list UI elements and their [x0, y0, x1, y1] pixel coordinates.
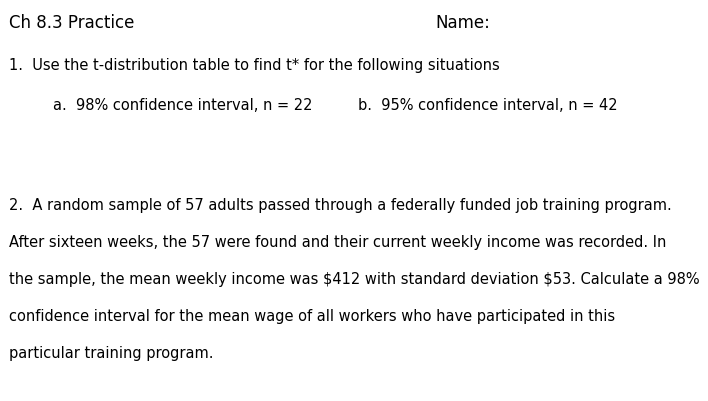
Text: 2.  A random sample of 57 adults passed through a federally funded job training : 2. A random sample of 57 adults passed t…: [9, 198, 672, 213]
Text: confidence interval for the mean wage of all workers who have participated in th: confidence interval for the mean wage of…: [9, 309, 615, 324]
Text: Name:: Name:: [435, 14, 491, 32]
Text: the sample, the mean weekly income was $412 with standard deviation $53. Calcula: the sample, the mean weekly income was $…: [9, 272, 700, 287]
Text: a.  98% confidence interval, n = 22: a. 98% confidence interval, n = 22: [53, 98, 313, 113]
Text: Ch 8.3 Practice: Ch 8.3 Practice: [9, 14, 135, 32]
Text: b.  95% confidence interval, n = 42: b. 95% confidence interval, n = 42: [358, 98, 617, 113]
Text: particular training program.: particular training program.: [9, 346, 214, 361]
Text: After sixteen weeks, the 57 were found and their current weekly income was recor: After sixteen weeks, the 57 were found a…: [9, 235, 666, 250]
Text: 1.  Use the t-distribution table to find t* for the following situations: 1. Use the t-distribution table to find …: [9, 58, 500, 73]
